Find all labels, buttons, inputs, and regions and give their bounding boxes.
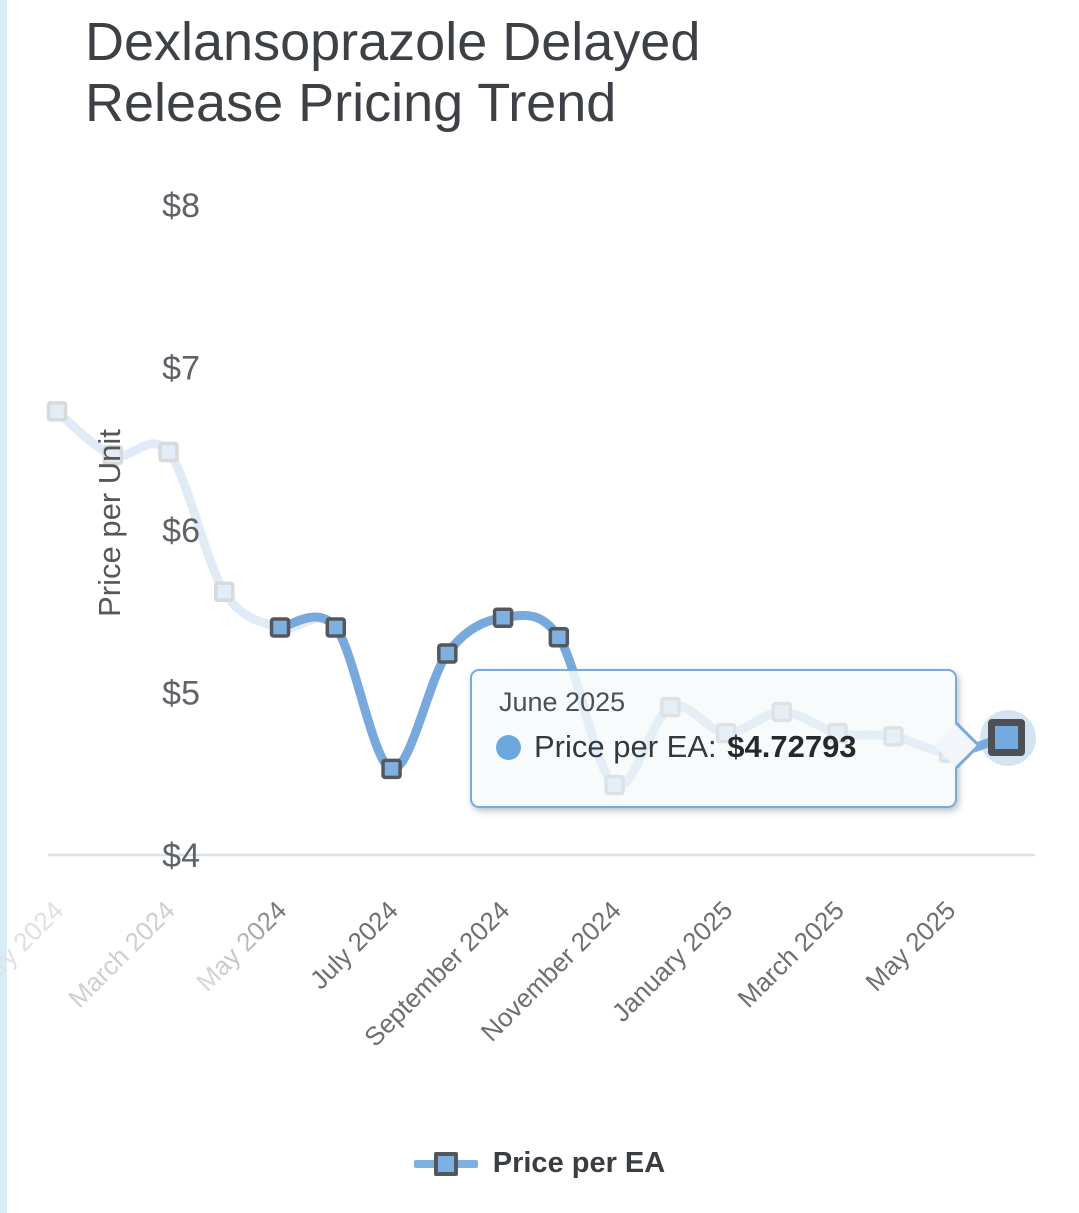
data-point-marker[interactable]	[46, 401, 68, 422]
x-tick-label: January 2024	[0, 895, 69, 1028]
data-point-marker[interactable]	[325, 617, 347, 638]
x-tick-label: March 2024	[62, 895, 180, 1013]
y-tick-label: $5	[162, 675, 200, 713]
y-tick-label: $6	[162, 512, 200, 550]
highlighted-point-marker[interactable]	[987, 718, 1025, 756]
data-point-marker[interactable]	[437, 643, 458, 664]
data-point-marker[interactable]	[102, 445, 124, 466]
data-point-marker[interactable]	[492, 607, 514, 628]
data-point-marker[interactable]	[158, 441, 179, 463]
data-point-marker[interactable]	[548, 627, 570, 648]
chart-tooltip: June 2025 Price per EA: $4.72793	[470, 669, 957, 808]
x-tick-label: January 2025	[606, 895, 739, 1028]
y-tick-label: $7	[162, 350, 200, 388]
tooltip-series-label: Price per EA:	[534, 729, 726, 764]
tooltip-value: $4.72793	[727, 729, 857, 764]
data-point-marker[interactable]	[214, 581, 235, 602]
x-tick-label: July 2024	[304, 895, 404, 995]
left-accent-strip	[0, 0, 7, 1213]
y-axis-title: Price per Unit	[92, 429, 127, 617]
data-point-marker[interactable]	[381, 758, 402, 780]
y-tick-label: $8	[162, 187, 200, 225]
data-point-marker[interactable]	[269, 617, 291, 638]
y-tick-label: $4	[162, 837, 200, 875]
legend-item-price-per-ea[interactable]: Price per EA	[492, 1147, 666, 1179]
x-tick-label: March 2025	[732, 895, 850, 1013]
legend-marker-icon[interactable]	[413, 1151, 478, 1177]
legend: Price per EA	[0, 1147, 1079, 1180]
x-tick-label: May 2025	[859, 895, 961, 997]
page-title: Dexlansoprazole Delayed Release Pricing …	[85, 12, 701, 133]
x-tick-label: May 2024	[190, 895, 292, 997]
tooltip-row: Price per EA: $4.72793	[496, 729, 939, 765]
series-dot-icon	[496, 734, 521, 760]
tooltip-date: June 2025	[499, 687, 626, 717]
